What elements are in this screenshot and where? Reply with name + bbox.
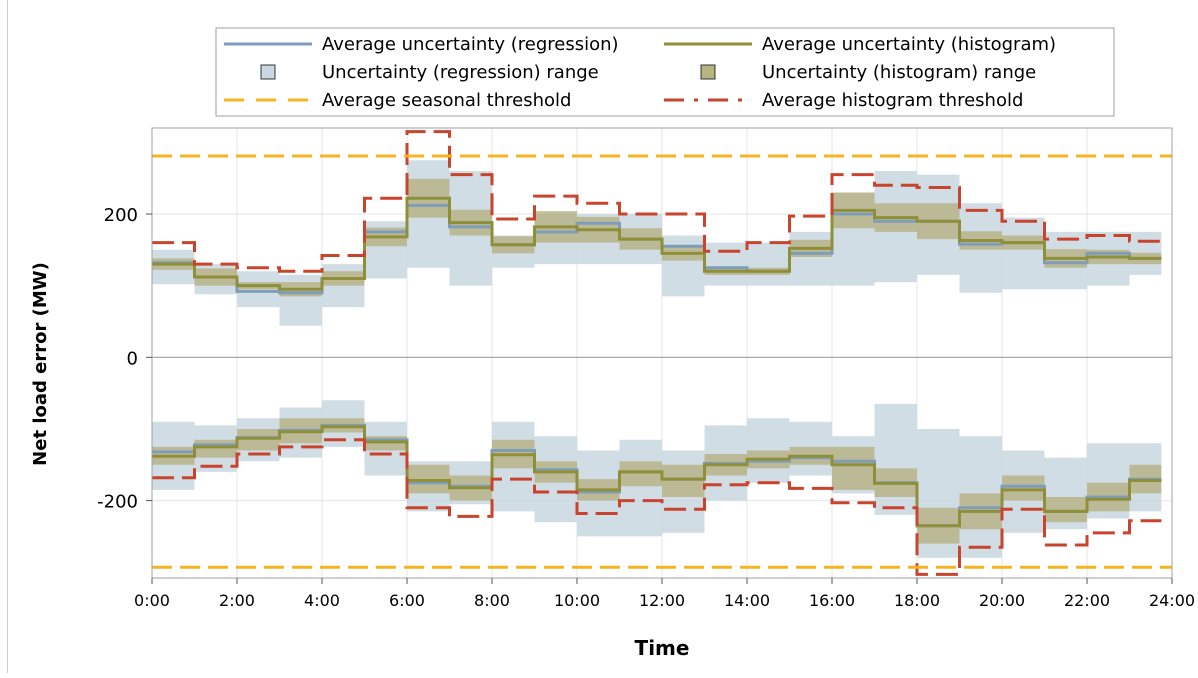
- legend-entry: Uncertainty (histogram) range: [700, 62, 1036, 83]
- histogram-threshold-line: [152, 130, 1162, 273]
- x-tick-label: 20:00: [979, 591, 1025, 610]
- x-tick-label: 14:00: [724, 591, 770, 610]
- x-tick-label: 2:00: [219, 591, 255, 610]
- legend-label: Average uncertainty (histogram): [762, 34, 1056, 55]
- y-tick-label: 0: [127, 348, 138, 369]
- legend-entry: Average histogram threshold: [664, 90, 1023, 111]
- y-axis-title: Net load error (MW): [30, 262, 51, 466]
- x-tick-label: 8:00: [474, 591, 510, 610]
- legend-box-swatch: [260, 64, 276, 80]
- x-tick-label: 22:00: [1064, 591, 1110, 610]
- y-tick-label: 200: [104, 205, 138, 226]
- legend-entry: Average seasonal threshold: [224, 90, 571, 111]
- x-tick-label: 0:00: [134, 591, 170, 610]
- legend-label: Uncertainty (histogram) range: [762, 62, 1036, 83]
- plot-area: [151, 128, 1173, 578]
- x-tick-label: 12:00: [639, 591, 685, 610]
- plot-content: [152, 130, 1172, 576]
- legend-label: Average histogram threshold: [762, 90, 1023, 111]
- legend-label: Average uncertainty (regression): [322, 34, 619, 55]
- x-tick-label: 18:00: [894, 591, 940, 610]
- x-tick-label: 16:00: [809, 591, 855, 610]
- histogram-range-band: [152, 418, 1162, 544]
- legend-label: Average seasonal threshold: [322, 90, 571, 111]
- legend-label: Uncertainty (regression) range: [322, 62, 599, 83]
- legend-box-swatch: [700, 64, 716, 80]
- legend-entry: Uncertainty (regression) range: [260, 62, 599, 83]
- x-tick-label: 4:00: [304, 591, 340, 610]
- x-tick-label: 10:00: [554, 591, 600, 610]
- x-axis-title: Time: [635, 636, 690, 660]
- x-tick-label: 6:00: [389, 591, 425, 610]
- histogram-average-line: [152, 196, 1162, 291]
- legend: Average uncertainty (regression) Average …: [215, 27, 1115, 117]
- legend-entry: Average uncertainty (histogram): [664, 34, 1056, 55]
- histogram-threshold-line: [152, 438, 1162, 576]
- y-tick-label: -200: [97, 492, 138, 513]
- x-tick-label: 24:00: [1149, 591, 1195, 610]
- axes: 0:00 2:00 4:00 6:00 8:00 10:00 12:00 14:00 16:00…: [97, 127, 1195, 610]
- legend-entry: Average uncertainty (regression): [224, 34, 619, 55]
